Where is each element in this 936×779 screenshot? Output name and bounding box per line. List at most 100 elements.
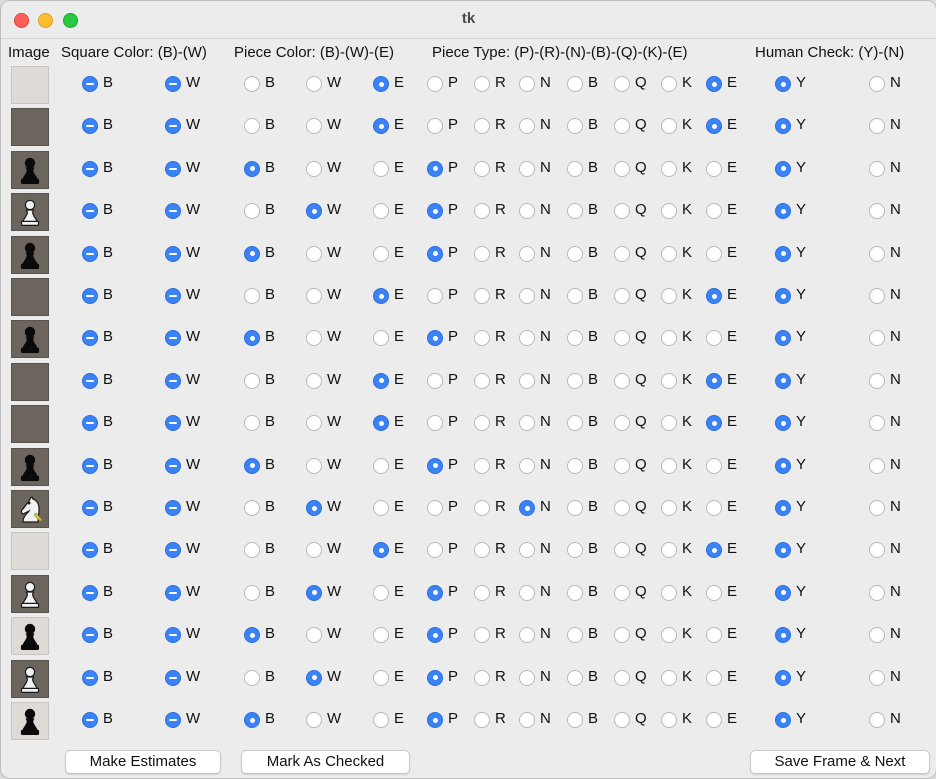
piece-color-radio-w[interactable] <box>306 712 322 728</box>
human-check-radio-y[interactable] <box>775 627 791 644</box>
piece-color-radio-e[interactable] <box>373 500 389 516</box>
piece-type-radio-p[interactable] <box>427 118 443 135</box>
human-check-radio-y[interactable] <box>775 245 791 262</box>
piece-type-radio-r[interactable] <box>474 415 490 432</box>
piece-type-radio-p[interactable] <box>427 372 443 389</box>
piece-type-radio-e[interactable] <box>706 627 722 644</box>
piece-type-radio-n[interactable] <box>519 584 535 601</box>
piece-type-radio-r[interactable] <box>474 245 490 262</box>
piece-type-radio-r[interactable] <box>474 542 490 559</box>
piece-type-radio-b[interactable] <box>567 584 583 601</box>
human-check-radio-n[interactable] <box>869 118 885 135</box>
piece-color-radio-e[interactable] <box>373 330 389 347</box>
piece-color-radio-w[interactable] <box>306 542 322 559</box>
piece-type-radio-b[interactable] <box>567 500 583 516</box>
piece-color-radio-b[interactable] <box>244 76 260 92</box>
piece-type-radio-p[interactable] <box>427 76 443 92</box>
piece-type-radio-n[interactable] <box>519 118 535 135</box>
piece-type-radio-e[interactable] <box>706 584 722 601</box>
piece-type-radio-r[interactable] <box>474 288 490 304</box>
piece-type-radio-q[interactable] <box>614 669 630 686</box>
human-check-radio-y[interactable] <box>775 457 791 474</box>
square-color-radio-w[interactable] <box>165 160 181 177</box>
human-check-radio-n[interactable] <box>869 669 885 686</box>
square-color-radio-b[interactable] <box>82 712 98 728</box>
human-check-radio-y[interactable] <box>775 372 791 389</box>
human-check-radio-n[interactable] <box>869 372 885 389</box>
piece-type-radio-k[interactable] <box>661 288 677 304</box>
piece-type-radio-p[interactable] <box>427 245 443 262</box>
square-color-radio-b[interactable] <box>82 457 98 474</box>
square-color-radio-w[interactable] <box>165 330 181 347</box>
piece-type-radio-k[interactable] <box>661 245 677 262</box>
human-check-radio-y[interactable] <box>775 160 791 177</box>
piece-type-radio-e[interactable] <box>706 500 722 516</box>
piece-type-radio-e[interactable] <box>706 330 722 347</box>
square-color-radio-w[interactable] <box>165 584 181 601</box>
piece-type-radio-k[interactable] <box>661 203 677 220</box>
piece-color-radio-b[interactable] <box>244 669 260 686</box>
piece-type-radio-n[interactable] <box>519 627 535 644</box>
piece-color-radio-b[interactable] <box>244 627 260 644</box>
square-color-radio-b[interactable] <box>82 203 98 220</box>
square-color-radio-w[interactable] <box>165 245 181 262</box>
piece-type-radio-n[interactable] <box>519 712 535 728</box>
human-check-radio-n[interactable] <box>869 500 885 516</box>
piece-type-radio-r[interactable] <box>474 712 490 728</box>
square-color-radio-w[interactable] <box>165 542 181 559</box>
piece-color-radio-w[interactable] <box>306 372 322 389</box>
human-check-radio-y[interactable] <box>775 118 791 135</box>
piece-color-radio-e[interactable] <box>373 627 389 644</box>
piece-type-radio-k[interactable] <box>661 457 677 474</box>
square-color-radio-b[interactable] <box>82 160 98 177</box>
human-check-radio-y[interactable] <box>775 288 791 304</box>
piece-type-radio-k[interactable] <box>661 160 677 177</box>
piece-type-radio-q[interactable] <box>614 457 630 474</box>
piece-color-radio-b[interactable] <box>244 203 260 220</box>
make-estimates-button[interactable]: Make Estimates <box>65 750 221 774</box>
piece-type-radio-e[interactable] <box>706 415 722 432</box>
human-check-radio-n[interactable] <box>869 203 885 220</box>
human-check-radio-y[interactable] <box>775 203 791 220</box>
human-check-radio-n[interactable] <box>869 160 885 177</box>
piece-type-radio-q[interactable] <box>614 500 630 516</box>
square-color-radio-b[interactable] <box>82 330 98 347</box>
piece-type-radio-b[interactable] <box>567 669 583 686</box>
human-check-radio-n[interactable] <box>869 712 885 728</box>
piece-color-radio-b[interactable] <box>244 160 260 177</box>
piece-color-radio-e[interactable] <box>373 288 389 304</box>
piece-color-radio-b[interactable] <box>244 372 260 389</box>
piece-color-radio-e[interactable] <box>373 415 389 432</box>
square-color-radio-b[interactable] <box>82 669 98 686</box>
piece-type-radio-n[interactable] <box>519 669 535 686</box>
piece-type-radio-q[interactable] <box>614 160 630 177</box>
square-color-radio-w[interactable] <box>165 118 181 135</box>
piece-type-radio-q[interactable] <box>614 712 630 728</box>
human-check-radio-y[interactable] <box>775 669 791 686</box>
piece-type-radio-k[interactable] <box>661 627 677 644</box>
piece-type-radio-e[interactable] <box>706 457 722 474</box>
piece-type-radio-p[interactable] <box>427 669 443 686</box>
piece-type-radio-q[interactable] <box>614 245 630 262</box>
piece-color-radio-w[interactable] <box>306 288 322 304</box>
square-color-radio-b[interactable] <box>82 415 98 432</box>
piece-type-radio-b[interactable] <box>567 203 583 220</box>
piece-type-radio-r[interactable] <box>474 500 490 516</box>
piece-type-radio-q[interactable] <box>614 627 630 644</box>
piece-color-radio-b[interactable] <box>244 500 260 516</box>
piece-type-radio-p[interactable] <box>427 203 443 220</box>
square-color-radio-b[interactable] <box>82 372 98 389</box>
piece-type-radio-b[interactable] <box>567 627 583 644</box>
human-check-radio-y[interactable] <box>775 330 791 347</box>
piece-type-radio-b[interactable] <box>567 76 583 92</box>
piece-type-radio-n[interactable] <box>519 415 535 432</box>
human-check-radio-n[interactable] <box>869 288 885 304</box>
piece-type-radio-p[interactable] <box>427 500 443 516</box>
human-check-radio-y[interactable] <box>775 500 791 516</box>
human-check-radio-n[interactable] <box>869 627 885 644</box>
piece-type-radio-k[interactable] <box>661 712 677 728</box>
square-color-radio-b[interactable] <box>82 542 98 559</box>
square-color-radio-w[interactable] <box>165 203 181 220</box>
human-check-radio-n[interactable] <box>869 245 885 262</box>
piece-color-radio-w[interactable] <box>306 203 322 220</box>
